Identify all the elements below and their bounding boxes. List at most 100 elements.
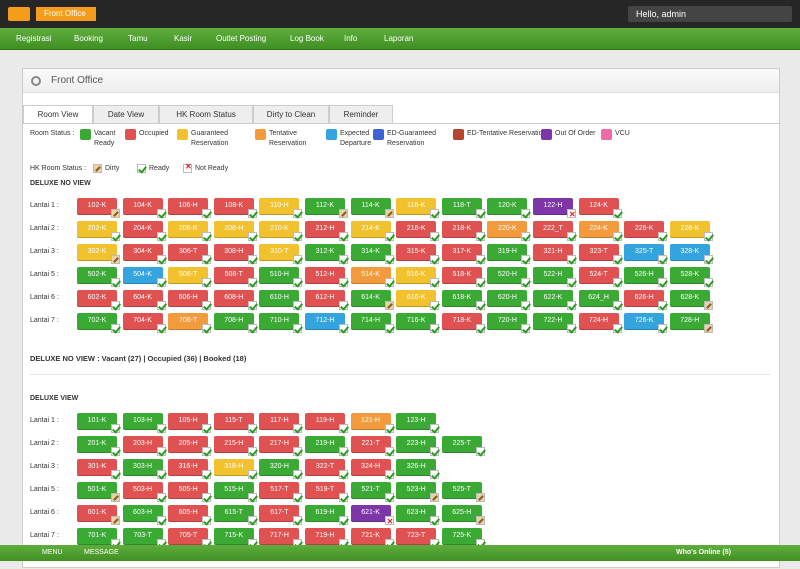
room-tile[interactable]: 717-H bbox=[259, 528, 303, 548]
user-menu[interactable]: Hello, admin bbox=[628, 6, 792, 22]
room-tile[interactable]: 623-H bbox=[396, 505, 440, 525]
room-tile[interactable]: 725-K bbox=[441, 528, 485, 548]
room-tile[interactable]: 124-K bbox=[578, 198, 622, 218]
room-tile[interactable]: 106-H bbox=[168, 198, 212, 218]
room-tile[interactable]: 523-H bbox=[396, 482, 440, 502]
room-tile[interactable]: 328-K bbox=[669, 244, 713, 264]
room-tile[interactable]: 301-K bbox=[77, 459, 120, 479]
room-tile[interactable]: 708-H bbox=[213, 313, 257, 333]
room-tile[interactable]: 705-T bbox=[168, 528, 212, 548]
room-tile[interactable]: 323-T bbox=[578, 244, 622, 264]
room-tile[interactable]: 108-K bbox=[213, 198, 257, 218]
room-tile[interactable]: 119-H bbox=[305, 413, 348, 433]
room-tile[interactable]: 601-K bbox=[77, 505, 120, 525]
nav-item[interactable]: Laporan bbox=[384, 34, 414, 43]
room-tile[interactable]: 208-H bbox=[213, 221, 257, 241]
room-tile[interactable]: 604-K bbox=[122, 290, 166, 310]
room-tile[interactable]: 525-T bbox=[441, 482, 485, 502]
room-tile[interactable]: 121-H bbox=[350, 413, 394, 433]
room-tile[interactable]: 324-H bbox=[350, 459, 394, 479]
room-tile[interactable]: 123-H bbox=[396, 413, 440, 433]
home-button[interactable] bbox=[8, 7, 30, 21]
room-tile[interactable]: 524-T bbox=[578, 267, 622, 287]
room-tile[interactable]: 312-K bbox=[305, 244, 348, 264]
room-tile[interactable]: 621-K bbox=[350, 505, 394, 530]
room-tile[interactable]: 101-K bbox=[77, 413, 120, 433]
room-tile[interactable]: 618-K bbox=[441, 290, 485, 310]
room-tile[interactable]: 304-K bbox=[122, 244, 166, 264]
room-tile[interactable]: 110-H bbox=[259, 198, 303, 218]
room-tile[interactable]: 112-K bbox=[305, 198, 348, 218]
room-tile[interactable]: 520-H bbox=[487, 267, 531, 287]
room-tile[interactable]: 514-K bbox=[350, 267, 394, 287]
room-tile[interactable]: 320-H bbox=[259, 459, 303, 479]
room-tile[interactable]: 605-H bbox=[168, 505, 212, 525]
room-tile[interactable]: 314-K bbox=[350, 244, 394, 264]
room-tile[interactable]: 219-H bbox=[305, 436, 348, 456]
room-tile[interactable]: 528-K bbox=[669, 267, 713, 287]
nav-item[interactable]: Registrasi bbox=[16, 34, 52, 43]
room-tile[interactable]: 616-K bbox=[396, 290, 440, 310]
room-tile[interactable]: 603-H bbox=[122, 505, 166, 525]
room-tile[interactable]: 628-K bbox=[669, 290, 713, 310]
room-tile[interactable]: 720-H bbox=[487, 313, 531, 333]
room-tile[interactable]: 222_T bbox=[533, 221, 576, 241]
message-button[interactable]: MESSAGE bbox=[84, 549, 119, 556]
room-tile[interactable]: 518-K bbox=[441, 267, 485, 287]
room-tile[interactable]: 504-K bbox=[122, 267, 166, 287]
room-tile[interactable]: 206-K bbox=[168, 221, 212, 241]
room-tile[interactable]: 521-T bbox=[350, 482, 394, 502]
room-tile[interactable]: 716-K bbox=[396, 313, 440, 333]
room-tile[interactable]: 614-K bbox=[350, 290, 394, 310]
room-tile[interactable]: 225-T bbox=[441, 436, 485, 456]
room-tile[interactable]: 105-H bbox=[168, 413, 212, 433]
room-tile[interactable]: 214-K bbox=[350, 221, 394, 241]
room-tile[interactable]: 510-H bbox=[259, 267, 303, 287]
tab[interactable]: Reminder bbox=[329, 105, 393, 123]
room-tile[interactable]: 122-H bbox=[533, 198, 576, 223]
room-tile[interactable]: 701-K bbox=[77, 528, 120, 548]
room-tile[interactable]: 714-H bbox=[350, 313, 394, 333]
room-tile[interactable]: 626-H bbox=[624, 290, 668, 310]
room-tile[interactable]: 515-H bbox=[213, 482, 257, 502]
room-tile[interactable]: 622-K bbox=[533, 290, 576, 310]
nav-item[interactable]: Log Book bbox=[290, 34, 324, 43]
room-tile[interactable]: 218-K bbox=[441, 221, 485, 241]
room-tile[interactable]: 718-K bbox=[441, 313, 485, 333]
room-tile[interactable]: 704-K bbox=[122, 313, 166, 333]
room-tile[interactable]: 201-K bbox=[77, 436, 120, 456]
room-tile[interactable]: 702-K bbox=[77, 313, 120, 333]
room-tile[interactable]: 103-H bbox=[122, 413, 166, 433]
room-tile[interactable]: 723-T bbox=[396, 528, 440, 548]
room-tile[interactable]: 217-H bbox=[259, 436, 303, 456]
room-tile[interactable]: 317-K bbox=[441, 244, 485, 264]
tab[interactable]: HK Room Status bbox=[159, 105, 253, 123]
room-tile[interactable]: 319-H bbox=[487, 244, 531, 264]
room-tile[interactable]: 719-H bbox=[305, 528, 348, 548]
room-tile[interactable]: 610-H bbox=[259, 290, 303, 310]
room-tile[interactable]: 325-T bbox=[624, 244, 668, 264]
room-tile[interactable]: 104-K bbox=[122, 198, 166, 218]
room-tile[interactable]: 517-T bbox=[259, 482, 303, 502]
room-tile[interactable]: 722-H bbox=[533, 313, 576, 333]
room-tile[interactable]: 215-H bbox=[213, 436, 257, 456]
room-tile[interactable]: 508-T bbox=[213, 267, 257, 287]
room-tile[interactable]: 710-H bbox=[259, 313, 303, 333]
room-tile[interactable]: 505-H bbox=[168, 482, 212, 502]
room-tile[interactable]: 322-T bbox=[305, 459, 348, 479]
room-tile[interactable]: 220-K bbox=[487, 221, 531, 241]
nav-item[interactable]: Booking bbox=[74, 34, 103, 43]
room-tile[interactable]: 204-K bbox=[122, 221, 166, 241]
room-tile[interactable]: 625-H bbox=[441, 505, 485, 525]
room-tile[interactable]: 117-H bbox=[259, 413, 303, 433]
room-tile[interactable]: 310-T bbox=[259, 244, 303, 264]
nav-item[interactable]: Kasir bbox=[174, 34, 193, 43]
room-tile[interactable]: 321-H bbox=[533, 244, 576, 264]
room-tile[interactable]: 308-H bbox=[213, 244, 257, 264]
room-tile[interactable]: 115-T bbox=[213, 413, 257, 433]
room-tile[interactable]: 205-H bbox=[168, 436, 212, 456]
room-tile[interactable]: 203-H bbox=[122, 436, 166, 456]
room-tile[interactable]: 303-H bbox=[122, 459, 166, 479]
room-tile[interactable]: 721-K bbox=[350, 528, 394, 548]
room-tile[interactable]: 503-H bbox=[122, 482, 166, 502]
